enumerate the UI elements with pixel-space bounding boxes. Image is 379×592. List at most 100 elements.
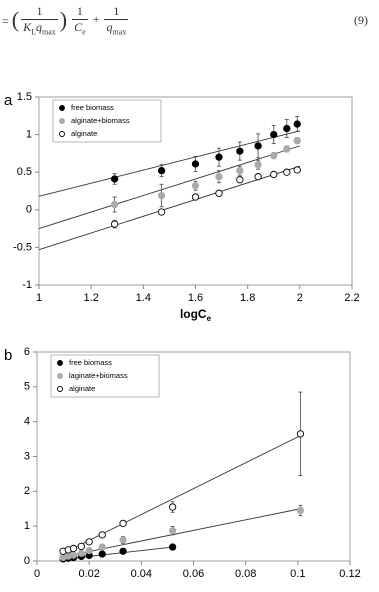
point xyxy=(236,147,244,155)
point xyxy=(119,547,127,555)
legend-box xyxy=(52,99,162,143)
x-tick-label: 1.8 xyxy=(240,292,255,304)
legend-swatch xyxy=(57,386,63,392)
plus: + xyxy=(92,11,100,26)
fit-line xyxy=(38,145,300,230)
legend-label: free biomass xyxy=(69,358,112,367)
y-tick-label: -1 xyxy=(22,279,32,291)
legend-label: laginate+biomass xyxy=(69,371,128,380)
panel-label: b xyxy=(4,347,12,364)
legend-swatch xyxy=(57,373,63,379)
panel-label: a xyxy=(4,92,13,109)
point xyxy=(69,551,78,559)
x-tick-label: 1.6 xyxy=(188,292,203,304)
point xyxy=(168,543,177,551)
q-sub: max xyxy=(42,27,56,37)
legend-label: free biomass xyxy=(71,103,114,112)
point xyxy=(254,142,262,150)
point xyxy=(157,208,166,216)
point xyxy=(283,168,291,176)
x-axis-label: logCe xyxy=(180,307,212,323)
point xyxy=(296,430,305,438)
c: C xyxy=(74,20,83,34)
num: 1 xyxy=(72,4,88,20)
legend-swatch xyxy=(59,131,65,137)
x-tick-label: 0 xyxy=(34,568,40,580)
x-tick-label: 1.4 xyxy=(136,292,151,304)
point xyxy=(157,191,166,200)
legend-swatch xyxy=(57,360,63,366)
num: 1 xyxy=(104,4,129,20)
y-tick-label: 2 xyxy=(24,485,30,497)
legend-swatch xyxy=(59,118,65,124)
legend-swatch xyxy=(59,105,65,111)
x-tick-label: 0.1 xyxy=(290,568,305,580)
x-tick-label: 2.2 xyxy=(344,292,359,304)
y-tick-label: 0.5 xyxy=(17,166,32,178)
y-tick-label: 1 xyxy=(24,520,30,532)
y-tick-label: 1 xyxy=(26,129,32,141)
y-tick-label: 5 xyxy=(24,381,30,393)
legend-label: alginate xyxy=(69,384,95,393)
point xyxy=(110,200,119,209)
point xyxy=(293,136,301,145)
point xyxy=(215,153,223,161)
k: K xyxy=(23,20,32,34)
x-tick-label: 1 xyxy=(36,292,42,304)
y-tick-label: -0.5 xyxy=(13,241,32,253)
x-tick-label: 0.08 xyxy=(235,568,256,580)
q: q xyxy=(106,20,113,34)
x-tick-label: 0.12 xyxy=(339,568,360,580)
point xyxy=(283,145,291,153)
point xyxy=(293,166,301,174)
k-sub: L xyxy=(31,27,37,37)
point xyxy=(254,161,262,169)
x-tick-label: 0.06 xyxy=(183,568,204,580)
y-tick-label: 4 xyxy=(24,416,30,428)
point xyxy=(119,519,127,528)
point xyxy=(168,503,177,511)
point xyxy=(191,182,200,190)
legend-box xyxy=(50,354,160,398)
point xyxy=(191,160,200,168)
y-tick-label: 1.5 xyxy=(17,91,32,103)
point xyxy=(215,189,223,197)
point xyxy=(270,152,278,160)
point xyxy=(98,550,106,558)
point xyxy=(119,536,127,544)
point xyxy=(293,120,301,128)
legend-label: alginate xyxy=(71,129,97,138)
x-label-main: logC xyxy=(180,307,207,321)
point xyxy=(98,531,106,539)
fit-line xyxy=(62,508,301,558)
point xyxy=(168,527,177,535)
point xyxy=(191,193,200,201)
equation-number: (9) xyxy=(354,13,368,27)
x-tick-label: 0.04 xyxy=(131,568,152,580)
y-tick-label: 0 xyxy=(26,204,32,216)
x-label-sub: e xyxy=(207,314,212,323)
y-tick-label: 3 xyxy=(24,450,30,462)
point xyxy=(98,543,106,551)
point xyxy=(110,220,119,228)
point xyxy=(254,173,262,181)
point xyxy=(283,124,291,133)
x-tick-label: 0.02 xyxy=(78,568,99,580)
q: q xyxy=(36,20,43,34)
fit-line xyxy=(38,165,300,251)
point xyxy=(270,170,278,179)
point xyxy=(110,175,119,183)
y-tick-label: 0 xyxy=(24,555,30,567)
point xyxy=(236,176,244,184)
eq-sign: = xyxy=(2,13,9,28)
point xyxy=(270,130,278,139)
equation: = (1 KLqmax) 1 Ce + 1 qmax (9) xyxy=(2,4,368,37)
y-tick-label: 6 xyxy=(24,346,30,358)
legend-label: alginate+biomass xyxy=(71,116,130,125)
point xyxy=(85,538,93,546)
point xyxy=(69,544,78,553)
point xyxy=(85,546,93,555)
x-tick-label: 1.2 xyxy=(84,292,99,304)
